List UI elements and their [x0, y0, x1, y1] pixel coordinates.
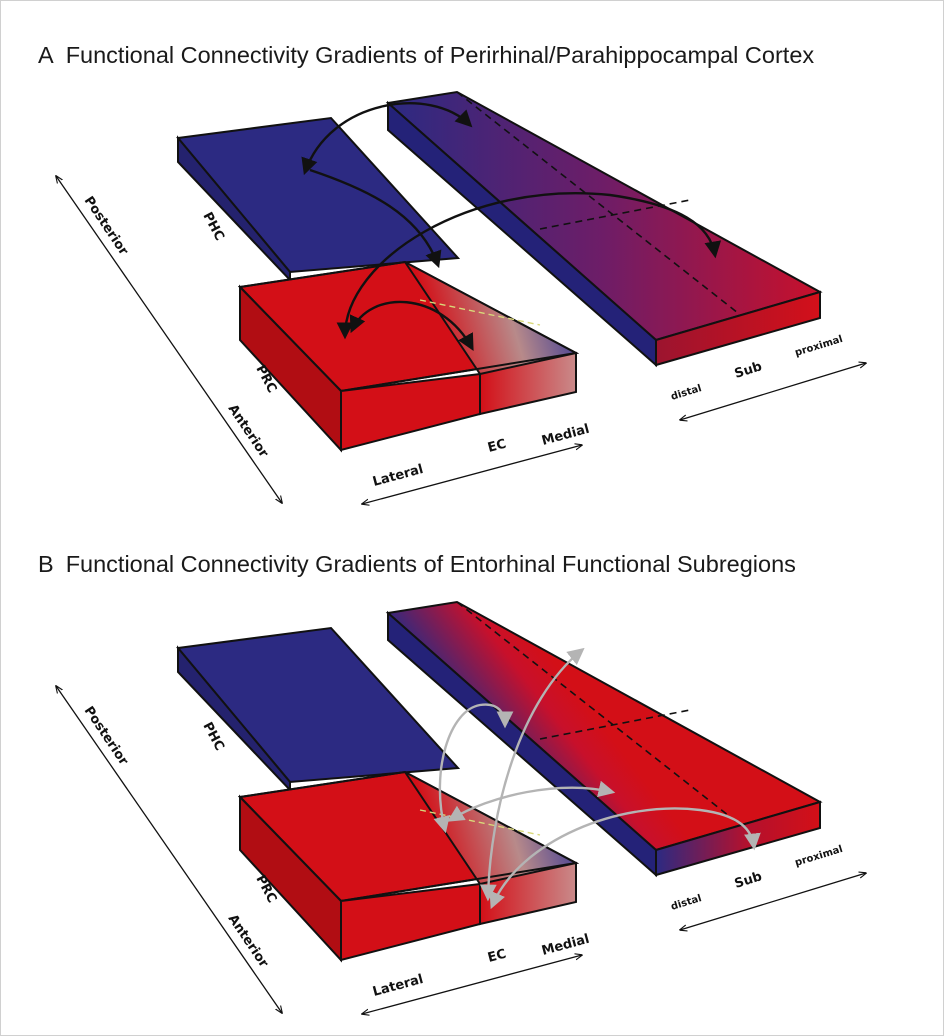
label-anterior: Anterior	[225, 402, 272, 461]
axis-arrows	[56, 176, 866, 504]
arrow-sub-phc	[301, 102, 473, 176]
label-sub: Sub	[733, 869, 764, 892]
sub-front-face	[655, 290, 821, 367]
lateral-medial-axis	[362, 955, 582, 1014]
distal-proximal-axis	[680, 363, 866, 420]
label-anterior: Anterior	[225, 912, 272, 971]
arrow-ec-sub-mid	[447, 780, 616, 822]
label-distal: distal	[670, 383, 703, 403]
sub-division-line	[539, 199, 691, 230]
panel-b-title-text: Functional Connectivity Gradients of Ent…	[65, 551, 796, 577]
prc-ec-block	[237, 260, 580, 453]
label-phc: PHC	[199, 720, 226, 753]
label-sub: Sub	[733, 359, 764, 382]
label-proximal: proximal	[794, 844, 844, 869]
prc-ec-block	[237, 770, 580, 963]
axis-arrows	[56, 686, 866, 1014]
panel-a-diagram: Posterior Anterior PHC PRC EC Lateral Me…	[0, 90, 944, 510]
lateral-medial-axis	[362, 445, 582, 504]
panel-b-title: B Functional Connectivity Gradients of En…	[38, 551, 796, 578]
connectivity-arrows	[301, 102, 722, 351]
label-medial: Medial	[540, 422, 591, 449]
label-proximal: proximal	[794, 334, 844, 359]
ec-front-face	[479, 351, 577, 416]
arrow-prc-sub	[336, 192, 722, 340]
label-medial: Medial	[540, 932, 591, 959]
panel-a-title-text: Functional Connectivity Gradients of Per…	[65, 42, 815, 68]
posterior-anterior-axis	[56, 176, 282, 503]
panel-a-letter: A	[38, 42, 54, 68]
distal-proximal-axis	[680, 873, 866, 930]
label-lateral: Lateral	[371, 972, 425, 1000]
panel-b-letter: B	[38, 551, 54, 577]
arrow-prc-ec	[349, 300, 474, 351]
label-phc: PHC	[199, 210, 226, 243]
posterior-anterior-axis	[56, 686, 282, 1013]
label-lateral: Lateral	[371, 462, 425, 490]
connectivity-arrows	[433, 647, 761, 910]
label-ec: EC	[486, 437, 508, 456]
label-ec: EC	[486, 947, 508, 966]
panel-a-title: A Functional Connectivity Gradients of Pe…	[38, 42, 814, 69]
panel-b-diagram: Posterior Anterior PHC PRC EC Lateral Me…	[0, 600, 944, 1030]
label-distal: distal	[670, 893, 703, 913]
arrow-ec-sub-proximal	[489, 807, 761, 910]
